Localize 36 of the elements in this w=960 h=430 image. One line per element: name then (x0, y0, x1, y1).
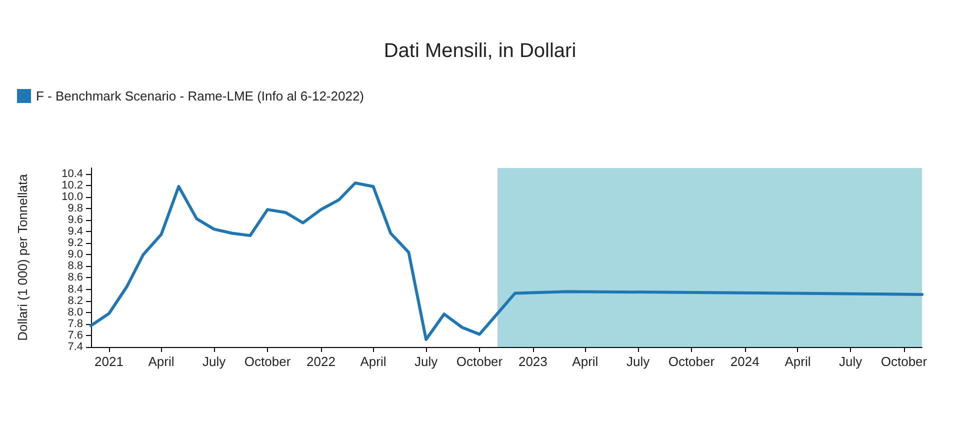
y-tick-label: 9.6 (68, 214, 83, 226)
y-tick-label: 7.6 (68, 329, 83, 342)
x-tick-label: July (202, 354, 226, 369)
x-tick-label: 2021 (94, 354, 124, 369)
y-axis-title: Dollari (1 000) per Tonnellata (15, 173, 30, 341)
x-tick-label: October (456, 354, 504, 369)
chart-title: Dati Mensili, in Dollari (384, 40, 576, 62)
x-tick-label: October (880, 354, 928, 369)
line-series (90, 182, 924, 341)
x-tick-label: October (244, 354, 292, 369)
y-tick-label: 7.8 (68, 318, 83, 330)
x-tick-label: October (668, 354, 716, 369)
x-tick-label: 2024 (730, 354, 760, 369)
y-tick-label: 9.0 (68, 248, 83, 261)
x-tick-label: April (572, 354, 598, 369)
y-tick-label: 8.2 (68, 294, 83, 307)
y-tick-label: 8.0 (68, 306, 83, 318)
y-tick-label: 9.8 (68, 202, 83, 214)
y-tick-label: 8.6 (68, 272, 83, 284)
x-tick-label: April (360, 354, 386, 369)
y-tick-label: 10.0 (62, 190, 83, 203)
y-tick-label: 7.4 (68, 341, 83, 353)
x-tick-label: July (626, 354, 650, 369)
y-tick-label: 10.4 (62, 168, 83, 180)
x-tick-label: July (839, 354, 863, 369)
x-tick-label: April (148, 354, 174, 369)
x-tick-label: 2023 (518, 354, 548, 369)
y-tick-label: 9.4 (68, 226, 83, 238)
x-tick-label: 2022 (306, 354, 336, 369)
x-tick-label: April (784, 354, 811, 369)
y-tick-label: 10.2 (62, 179, 83, 192)
legend-label: F - Benchmark Scenario - Rame-LME (Info al 6-12-2022) (36, 88, 364, 104)
y-tick-label: 8.8 (68, 260, 83, 272)
y-tick-label: 8.4 (68, 283, 83, 296)
x-tick-label: July (414, 354, 438, 369)
y-tick-label: 9.2 (68, 237, 83, 250)
